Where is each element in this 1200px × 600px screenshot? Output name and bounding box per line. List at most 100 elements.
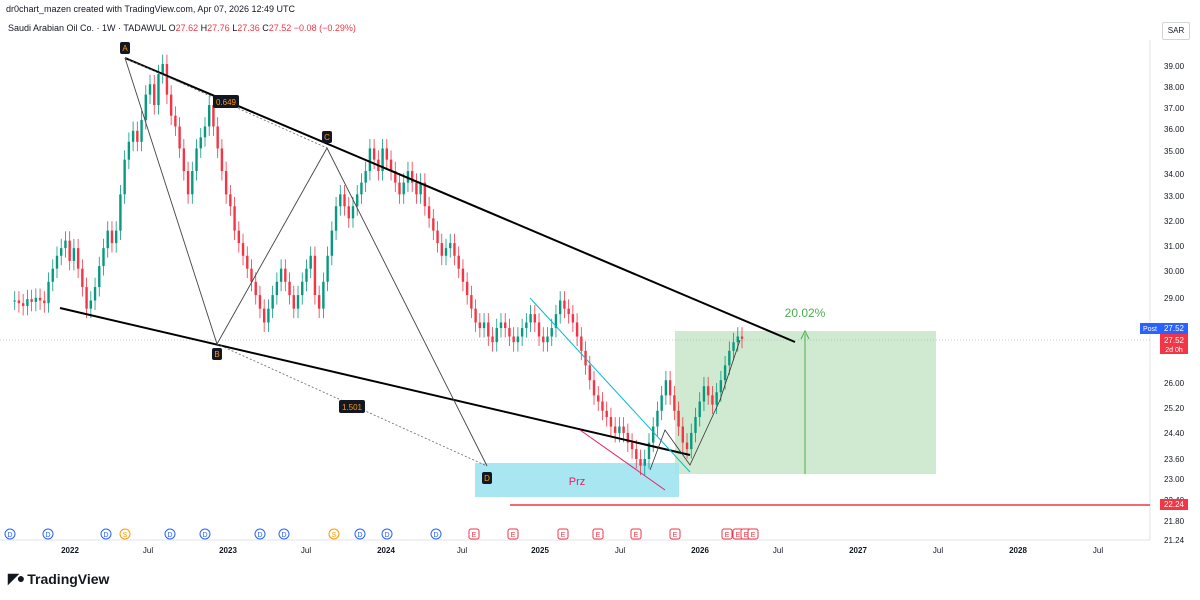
y-tick-label: 38.00	[1164, 83, 1185, 92]
candle-body	[677, 410, 680, 427]
bar-countdown-label: 2d 0h	[1165, 347, 1183, 354]
dividend-event-marker	[199, 528, 211, 540]
candle-body	[296, 295, 300, 309]
candle-body	[292, 295, 295, 309]
candle-body	[102, 248, 105, 267]
dividend-event-marker	[164, 528, 176, 540]
candle-body	[241, 243, 245, 256]
candle-body	[711, 395, 714, 405]
candle-body	[647, 442, 651, 459]
candle-body	[736, 336, 739, 343]
y-tick-label: 31.00	[1164, 242, 1185, 251]
candle-body	[89, 300, 93, 309]
candle-body	[385, 148, 389, 160]
symbol-name: Saudi Arabian Oil Co. · 1W · TADAWUL	[8, 23, 167, 33]
x-tick-label: 2025	[531, 546, 549, 555]
channel-cyan-line	[529, 297, 691, 473]
candle-body	[38, 297, 42, 301]
candle-body	[262, 308, 266, 323]
event-marker-label: E	[634, 532, 639, 539]
pattern-point-badge	[322, 131, 332, 143]
candle-body	[643, 459, 646, 466]
candle-body	[715, 392, 718, 405]
x-tick-label: Jul	[933, 546, 943, 555]
candle-body	[660, 395, 663, 411]
candle-body	[698, 401, 701, 418]
candle-body	[609, 417, 613, 427]
candle-body	[250, 268, 253, 282]
candle-body	[106, 230, 109, 249]
price-change: −0.08 (−0.29%)	[293, 23, 356, 33]
candle-body	[605, 410, 608, 418]
earnings-event-marker	[507, 528, 519, 540]
event-marker-label: E	[511, 532, 516, 539]
pattern-point-label: B	[214, 350, 219, 359]
dividend-event-marker	[100, 528, 112, 540]
wedge-lower-line	[59, 307, 691, 456]
candle-body	[406, 171, 410, 183]
candle-body	[123, 159, 126, 195]
currency-selector[interactable]: SAR	[1162, 22, 1190, 40]
candle-body	[157, 74, 160, 106]
support-price-tag	[1160, 499, 1188, 510]
candle-body	[76, 248, 80, 269]
candle-body	[440, 243, 443, 256]
earnings-event-marker	[669, 528, 681, 540]
candle-body	[21, 303, 25, 306]
candle-body	[360, 182, 363, 195]
x-tick-label: 2024	[377, 546, 395, 555]
candle-body	[470, 295, 473, 309]
candle-body	[740, 336, 744, 339]
dividend-event-marker	[354, 528, 366, 540]
candle-body	[267, 308, 270, 323]
event-marker-label: D	[433, 532, 438, 539]
candle-body	[339, 194, 342, 207]
candle-body	[512, 336, 515, 343]
pattern-point-label: D	[484, 474, 490, 483]
x-tick-label: Jul	[301, 546, 311, 555]
candle-body	[542, 336, 545, 343]
candle-body	[702, 386, 706, 402]
candle-body	[13, 300, 16, 302]
candle-body	[410, 171, 414, 183]
ohlc-values: O27.62 H27.76 L27.36 C27.52 −0.08 (−0.29…	[168, 23, 356, 33]
fib-ratio-badge	[213, 95, 239, 108]
candle-body	[626, 432, 630, 443]
candle-body	[127, 141, 131, 160]
candle-body	[571, 314, 575, 323]
candle-body	[613, 426, 617, 433]
candle-body	[588, 365, 591, 381]
event-marker-label: D	[167, 532, 172, 539]
post-price-tag	[1160, 323, 1188, 334]
candle-body	[275, 281, 279, 296]
candle-body	[563, 300, 566, 309]
candle-body	[26, 299, 29, 306]
candle-body	[72, 248, 76, 261]
candle-body	[622, 426, 625, 433]
candle-body	[208, 105, 211, 127]
candle-body	[706, 386, 710, 396]
candle-body	[694, 417, 697, 433]
last-price-label: 27.52	[1164, 336, 1185, 345]
event-marker-label: E	[673, 532, 678, 539]
candle-body	[98, 266, 101, 288]
candle-body	[427, 206, 431, 219]
candle-body	[673, 395, 676, 411]
candle-body	[592, 380, 596, 396]
candle-body	[237, 230, 241, 244]
candle-body	[618, 426, 621, 433]
event-marker-label: D	[7, 532, 12, 539]
pattern-point-label: C	[324, 133, 330, 142]
y-tick-label: 35.00	[1164, 147, 1185, 156]
candle-body	[567, 308, 570, 315]
candle-body	[436, 230, 439, 244]
candle-body	[220, 148, 224, 172]
candle-body	[43, 300, 46, 304]
candle-body	[148, 84, 152, 95]
post-price-label: 27.52	[1164, 324, 1185, 333]
dividend-event-marker	[278, 528, 290, 540]
candle-body	[246, 255, 249, 269]
candle-body	[575, 322, 579, 337]
candle-body	[508, 328, 511, 337]
